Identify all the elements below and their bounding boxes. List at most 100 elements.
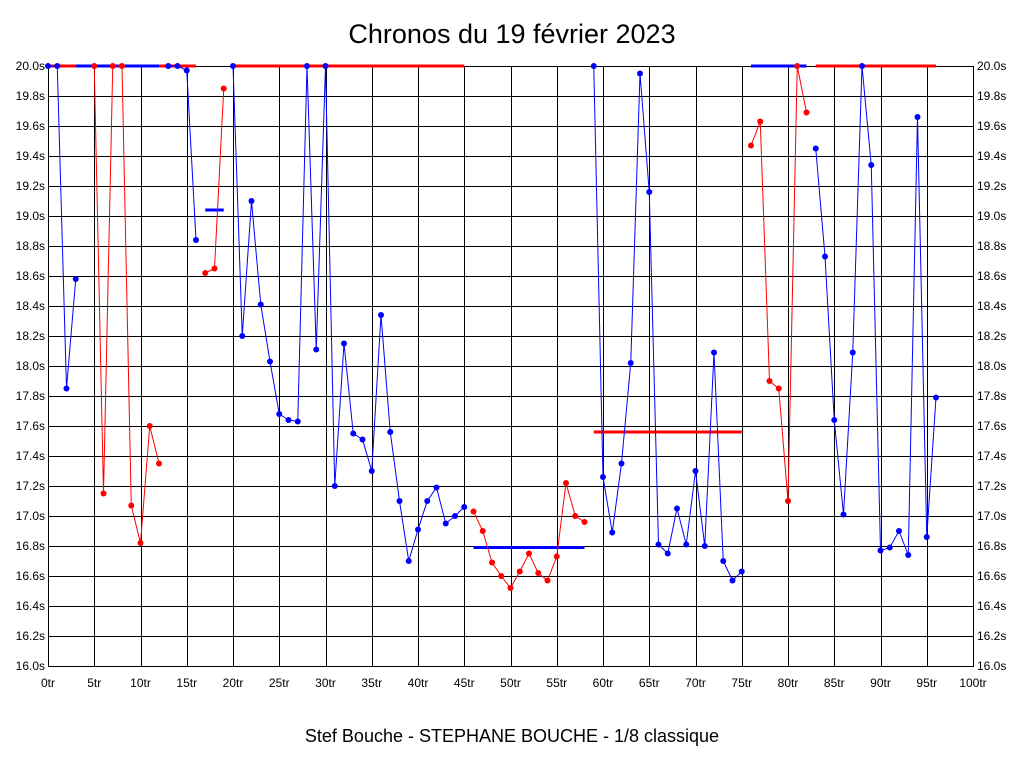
- data-point: [452, 513, 458, 519]
- x-tick-label: 0tr: [41, 676, 55, 690]
- y-tick-label-right: 19.6s: [977, 119, 1006, 133]
- y-tick-label-right: 17.4s: [977, 449, 1006, 463]
- data-point: [267, 358, 273, 365]
- data-point: [729, 577, 736, 584]
- data-point: [683, 541, 690, 548]
- chart-title: Chronos du 19 février 2023: [348, 19, 675, 49]
- data-point: [313, 346, 320, 353]
- y-tick-label-left: 18.2s: [16, 329, 45, 343]
- x-tick-label: 65tr: [639, 676, 660, 690]
- chart-subtitle: Stef Bouche - STEPHANE BOUCHE - 1/8 clas…: [305, 726, 719, 746]
- data-point: [415, 526, 421, 533]
- data-point: [794, 63, 801, 69]
- data-point: [822, 253, 828, 260]
- data-point: [535, 570, 542, 576]
- data-point: [775, 385, 782, 392]
- data-point: [137, 540, 144, 546]
- x-tick-label: 45tr: [454, 676, 475, 690]
- data-point: [766, 378, 773, 384]
- y-axis-left-labels: 16.0s 16.2s 16.4s 16.6s 16.8s 17.0s 17.2s 17.4s…: [16, 59, 45, 673]
- y-tick-label-right: 17.0s: [977, 509, 1006, 523]
- x-tick-label: 50tr: [500, 676, 521, 690]
- data-point: [498, 573, 505, 579]
- data-point: [507, 585, 514, 591]
- data-point: [600, 474, 606, 480]
- data-point: [63, 385, 70, 392]
- data-point: [202, 270, 209, 276]
- data-point: [230, 63, 236, 69]
- data-point: [711, 349, 717, 356]
- y-tick-label-left: 17.4s: [16, 449, 45, 463]
- y-tick-label-left: 17.2s: [16, 479, 45, 493]
- x-tick-label: 15tr: [176, 676, 197, 690]
- data-point: [350, 430, 357, 437]
- data-point: [405, 558, 412, 564]
- data-point: [378, 312, 384, 318]
- data-point: [877, 547, 884, 554]
- data-point: [544, 577, 551, 584]
- data-point: [516, 568, 523, 575]
- data-point: [220, 85, 227, 92]
- y-tick-label-left: 16.0s: [16, 659, 45, 673]
- data-point: [45, 63, 51, 69]
- y-tick-label-right: 18.0s: [977, 359, 1006, 373]
- data-point: [368, 468, 375, 474]
- data-point: [470, 508, 477, 515]
- data-point: [109, 63, 116, 69]
- data-point: [359, 436, 366, 443]
- data-point: [174, 63, 181, 69]
- x-tick-label: 10tr: [130, 676, 151, 690]
- y-tick-label-left: 18.0s: [16, 359, 45, 373]
- data-point: [896, 528, 902, 534]
- data-point: [563, 480, 569, 486]
- data-point: [461, 504, 468, 510]
- x-tick-label: 20tr: [223, 676, 244, 690]
- y-tick-label-right: 16.8s: [977, 539, 1006, 553]
- data-point: [424, 498, 431, 504]
- data-point: [211, 265, 218, 272]
- data-point: [119, 63, 125, 69]
- data-point: [803, 109, 810, 116]
- x-tick-label: 70tr: [685, 676, 706, 690]
- grid-lines: [48, 66, 974, 667]
- y-tick-label-right: 16.6s: [977, 569, 1006, 583]
- data-point: [748, 142, 754, 149]
- data-point: [840, 511, 847, 518]
- data-point: [664, 550, 671, 557]
- x-tick-label: 35tr: [361, 676, 382, 690]
- data-point: [757, 118, 764, 125]
- data-point: [322, 63, 329, 69]
- series-line-8: [815, 65, 937, 556]
- x-tick-label: 85tr: [824, 676, 845, 690]
- y-tick-label-left: 16.4s: [16, 599, 45, 613]
- x-tick-label: 30tr: [315, 676, 336, 690]
- y-tick-label-right: 19.4s: [977, 149, 1006, 163]
- x-tick-label: 25tr: [269, 676, 290, 690]
- data-point: [165, 63, 172, 69]
- y-tick-label-left: 16.6s: [16, 569, 45, 583]
- data-point: [868, 162, 875, 168]
- data-point: [831, 417, 838, 423]
- y-tick-label-right: 16.4s: [977, 599, 1006, 613]
- series-line-0: [48, 65, 77, 389]
- data-point: [674, 505, 680, 512]
- data-point: [193, 237, 199, 243]
- data-point: [637, 70, 643, 77]
- data-point: [331, 483, 338, 489]
- y-tick-label-right: 17.8s: [977, 389, 1006, 403]
- y-tick-label-right: 19.0s: [977, 209, 1006, 223]
- data-point: [553, 553, 560, 560]
- data-point: [72, 276, 79, 282]
- data-point: [100, 490, 107, 497]
- data-point: [720, 558, 727, 564]
- y-tick-label-left: 18.6s: [16, 269, 45, 283]
- series-line-1: [93, 65, 160, 544]
- data-point: [618, 460, 625, 467]
- y-axis-right-labels: 16.0s 16.2s 16.4s 16.6s 16.8s 17.0s 17.2s 17.4s…: [977, 59, 1006, 673]
- data-point: [914, 114, 921, 120]
- data-point: [886, 544, 893, 551]
- data-point: [91, 63, 98, 69]
- data-point: [257, 301, 264, 308]
- x-tick-label: 60tr: [593, 676, 614, 690]
